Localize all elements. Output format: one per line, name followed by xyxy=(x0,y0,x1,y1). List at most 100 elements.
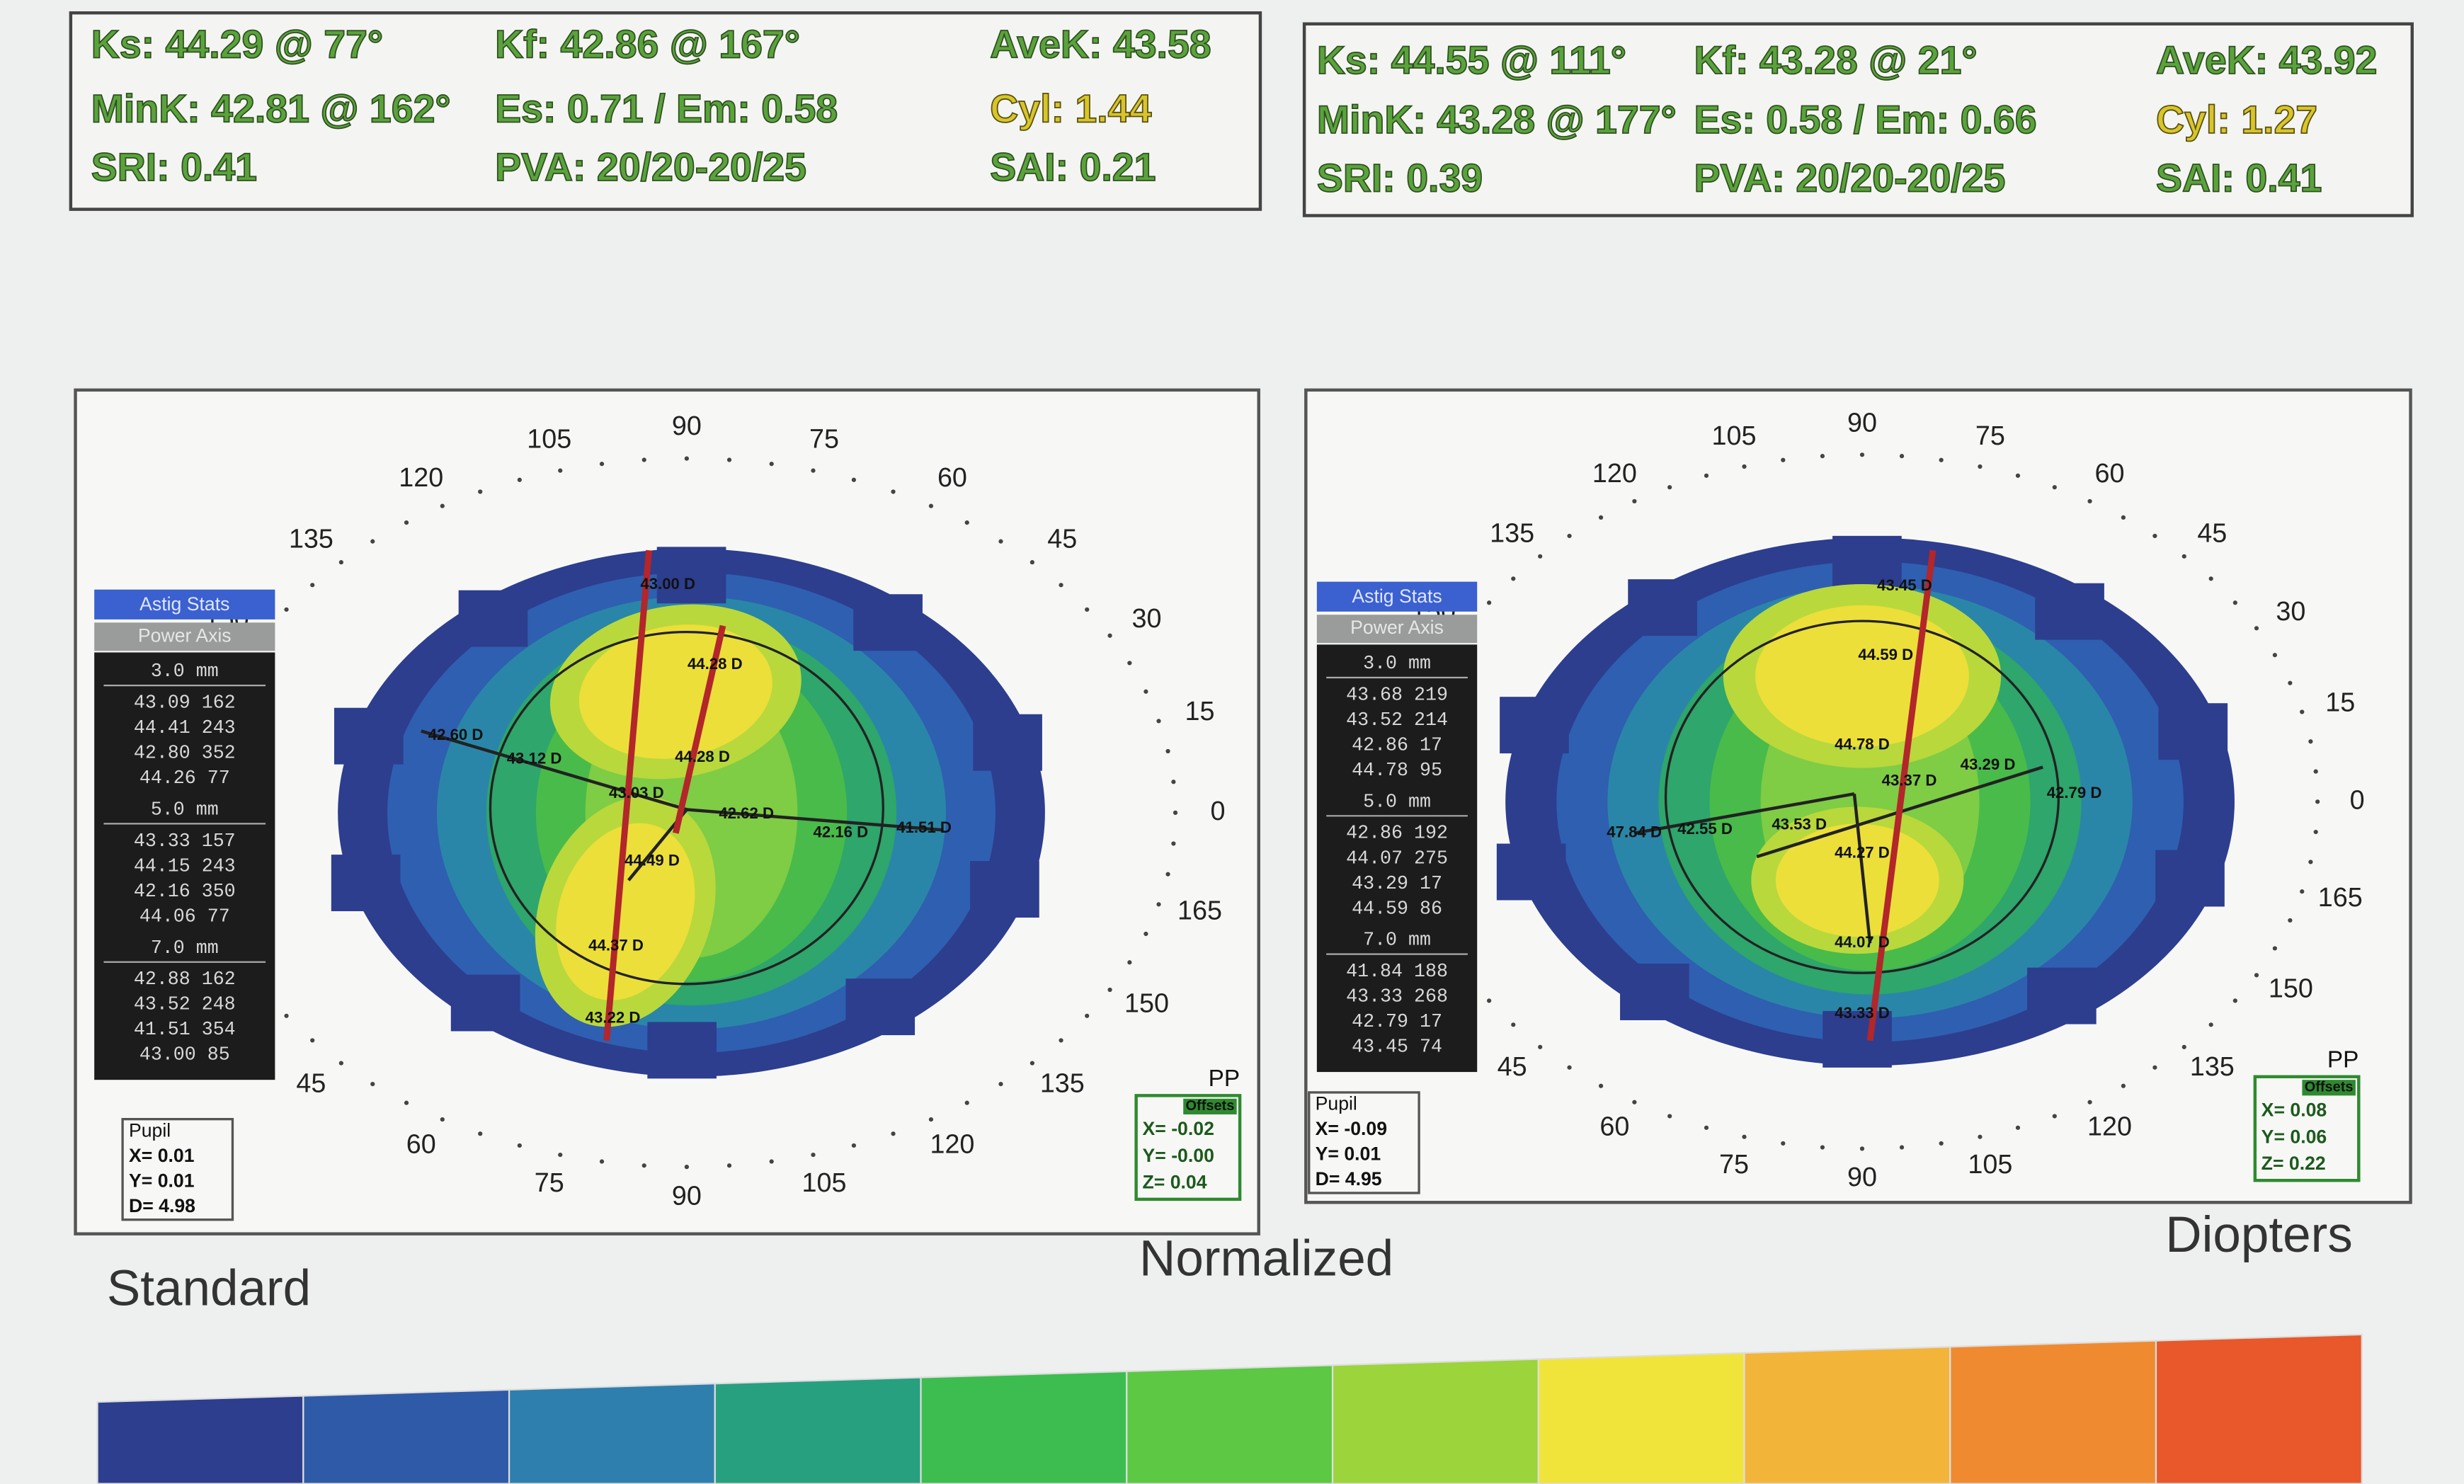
map-reading: 43.12 D xyxy=(507,749,562,767)
ring-dot xyxy=(2254,973,2259,978)
ring-dot xyxy=(1173,810,1178,815)
scale-swatch xyxy=(2155,1333,2363,1484)
ring-dot xyxy=(964,520,969,525)
astig-zone: 7.0 mm xyxy=(151,937,219,959)
ring-dot xyxy=(440,503,445,508)
ring-dot xyxy=(2087,1100,2092,1105)
axis-line xyxy=(421,729,688,811)
ring-dot xyxy=(998,1081,1003,1087)
ring-dot xyxy=(998,539,1003,544)
astig-row: 42.79 17 xyxy=(1352,1011,1442,1032)
ring-dot xyxy=(851,477,857,482)
ring-dot xyxy=(811,1152,816,1158)
ring-dot xyxy=(891,489,896,494)
ring-dot xyxy=(891,1131,896,1136)
map-edge xyxy=(970,861,1039,918)
ring-label: 90 xyxy=(1847,408,1877,438)
ring-dot xyxy=(2208,576,2213,581)
summary-value: PVA: 20/20-20/25 xyxy=(1694,156,2006,200)
summary-value: Cyl: 1.44 xyxy=(990,87,1151,131)
astig-row: 42.86 17 xyxy=(1352,734,1442,755)
summary-value: Es: 0.71 / Em: 0.58 xyxy=(495,87,838,131)
map-reading: 44.37 D xyxy=(588,936,644,954)
map-reading: 42.62 D xyxy=(719,804,774,822)
astig-header xyxy=(1316,581,1478,612)
astig-row: 44.26 77 xyxy=(139,767,230,789)
ring-dot xyxy=(404,520,409,525)
ring-dot xyxy=(1085,607,1090,612)
ring-dot xyxy=(1899,454,1905,459)
ring-dot xyxy=(1742,1134,1747,1139)
map-reading: 42.60 D xyxy=(428,726,484,743)
ring-dot xyxy=(599,1159,605,1164)
pp-label: PP xyxy=(2327,1046,2359,1073)
ring-label: 15 xyxy=(1185,696,1214,726)
axis-line xyxy=(1866,549,1937,1041)
summary-value: AveK: 43.58 xyxy=(990,23,1211,67)
map-reading: 44.28 D xyxy=(675,748,730,765)
axis-line xyxy=(603,549,653,1041)
ring-dot xyxy=(310,1038,315,1043)
axis-line xyxy=(1633,792,1855,835)
ring-label: 60 xyxy=(1599,1112,1629,1141)
ring-label: 60 xyxy=(2095,458,2125,488)
astig-row: 41.51 354 xyxy=(134,1019,236,1040)
ring-dot xyxy=(1567,1065,1572,1070)
footer-label: Standard xyxy=(107,1261,311,1317)
ring-label: 60 xyxy=(937,462,967,492)
offset-value: Y= -0.00 xyxy=(1142,1145,1214,1166)
ring-dot xyxy=(641,457,646,462)
map-reading: 42.16 D xyxy=(814,823,869,841)
map-edge xyxy=(2027,967,2097,1024)
astig-row: 43.00 85 xyxy=(139,1044,230,1066)
ring-dot xyxy=(1632,498,1637,504)
ring-dot xyxy=(1127,960,1132,965)
map-zone xyxy=(556,823,695,1000)
map-zone xyxy=(578,624,772,759)
ring-label: 135 xyxy=(2190,1051,2235,1081)
astig-zone: 3.0 mm xyxy=(151,661,219,682)
map-edge xyxy=(2158,703,2228,760)
astig-header xyxy=(94,589,275,620)
pupil-value: Y= 0.01 xyxy=(129,1170,195,1191)
ring-dot xyxy=(2015,1125,2021,1130)
offset-value: X= 0.08 xyxy=(2261,1100,2327,1121)
ring-dot xyxy=(2052,485,2057,490)
astig-row: 43.45 74 xyxy=(1352,1037,1442,1058)
ring-dot xyxy=(684,1165,689,1170)
summary-box xyxy=(69,11,1262,211)
pupil-title: Pupil xyxy=(1316,1093,1357,1114)
scale-swatch xyxy=(1537,1352,1745,1484)
map-edge xyxy=(845,978,916,1036)
ring-label: 105 xyxy=(1712,421,1757,450)
ring-dot xyxy=(1085,1013,1090,1018)
ring-dot xyxy=(2052,1114,2057,1119)
summary-value: SRI: 0.39 xyxy=(1317,156,1483,200)
ring-dot xyxy=(1704,1125,1709,1130)
axis-line xyxy=(673,624,726,834)
ring-label: 75 xyxy=(1975,421,2005,450)
ring-label: 90 xyxy=(1847,1162,1877,1192)
ring-label: 75 xyxy=(809,424,839,454)
offsets-title: Offsets xyxy=(1186,1098,1235,1114)
axis-line xyxy=(686,808,943,832)
ring-dot xyxy=(2288,918,2293,923)
ring-dot xyxy=(2300,709,2305,714)
ring-dot xyxy=(338,560,343,565)
offset-value: Y= 0.06 xyxy=(2261,1126,2327,1147)
ring-dot xyxy=(2208,1022,2213,1027)
ring-label: 90 xyxy=(672,1181,702,1211)
ring-dot xyxy=(1859,1146,1865,1151)
ring-dot xyxy=(928,1117,934,1122)
ring-dot xyxy=(2254,626,2259,631)
ring-dot xyxy=(440,1117,445,1122)
ring-label: 90 xyxy=(672,411,702,440)
ring-dot xyxy=(1107,633,1112,638)
ring-dot xyxy=(1667,485,1672,490)
ring-label: 135 xyxy=(1490,518,1534,548)
ring-dot xyxy=(1978,1134,1983,1139)
pupil-box xyxy=(121,1117,234,1221)
astig-row: 43.09 162 xyxy=(134,692,236,714)
scale-swatch xyxy=(96,1395,304,1484)
